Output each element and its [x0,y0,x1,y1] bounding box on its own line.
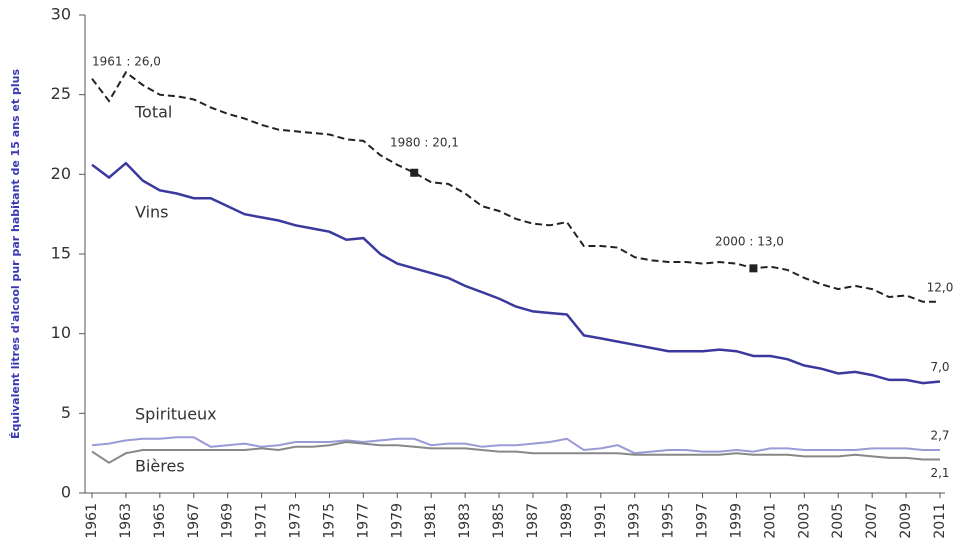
series-label: Vins [135,203,169,222]
x-tick-label: 1989 [559,503,575,539]
x-tick-label: 2007 [864,503,880,539]
annotation-marker [749,264,758,273]
x-tick-label: 1995 [661,503,677,539]
x-tick-label: 1965 [152,503,168,539]
end-label: 2,7 [930,428,949,442]
x-tick-label: 2003 [796,503,812,539]
x-tick-label: 1977 [355,503,371,539]
x-tick-label: 1971 [254,503,270,539]
annotation: 1980 : 20,1 [390,136,459,150]
x-tick-label: 1961 [84,503,100,539]
series-label: Bières [135,457,185,476]
y-tick-label: 30 [51,5,71,24]
x-tick-label: 1969 [220,503,236,539]
x-tick-label: 1963 [118,503,134,539]
series-line [91,440,940,464]
series-label: Spiritueux [135,405,217,424]
x-tick-label: 1979 [389,503,405,539]
x-tick-label: 1997 [695,503,711,539]
series-line [91,436,940,455]
y-tick-label: 5 [61,403,71,422]
x-tick-label: 2005 [830,503,846,539]
annotation: 2000 : 13,0 [715,235,784,249]
x-tick-label: 1993 [627,503,643,539]
annotation-marker [410,168,419,177]
x-tick-label: 1985 [491,503,507,539]
series-label: Total [134,103,172,122]
annotation: 1961 : 26,0 [92,55,161,69]
series-line [91,161,941,385]
x-tick-label: 1999 [728,503,744,539]
x-tick-label: 1981 [423,503,439,539]
y-tick-label: 0 [61,483,71,502]
x-tick-label: 1975 [321,503,337,539]
y-tick-label: 20 [51,164,71,183]
x-tick-label: 2001 [762,503,778,539]
x-tick-label: 1967 [186,503,202,539]
end-label: 7,0 [930,360,949,374]
x-tick-label: 1973 [288,503,304,539]
end-label: 12,0 [927,280,954,294]
y-axis-label: Équivalent litres d'alcool pur par habit… [9,69,22,439]
series-line [91,70,940,303]
x-tick-label: 1987 [525,503,541,539]
x-tick-label: 2011 [932,503,948,539]
y-tick-label: 25 [51,84,71,103]
x-tick-label: 1983 [457,503,473,539]
x-tick-label: 1991 [593,503,609,539]
x-tick-label: 2009 [898,503,914,539]
end-label: 2,1 [930,466,949,480]
y-tick-label: 10 [51,323,71,342]
y-tick-label: 15 [51,244,71,263]
